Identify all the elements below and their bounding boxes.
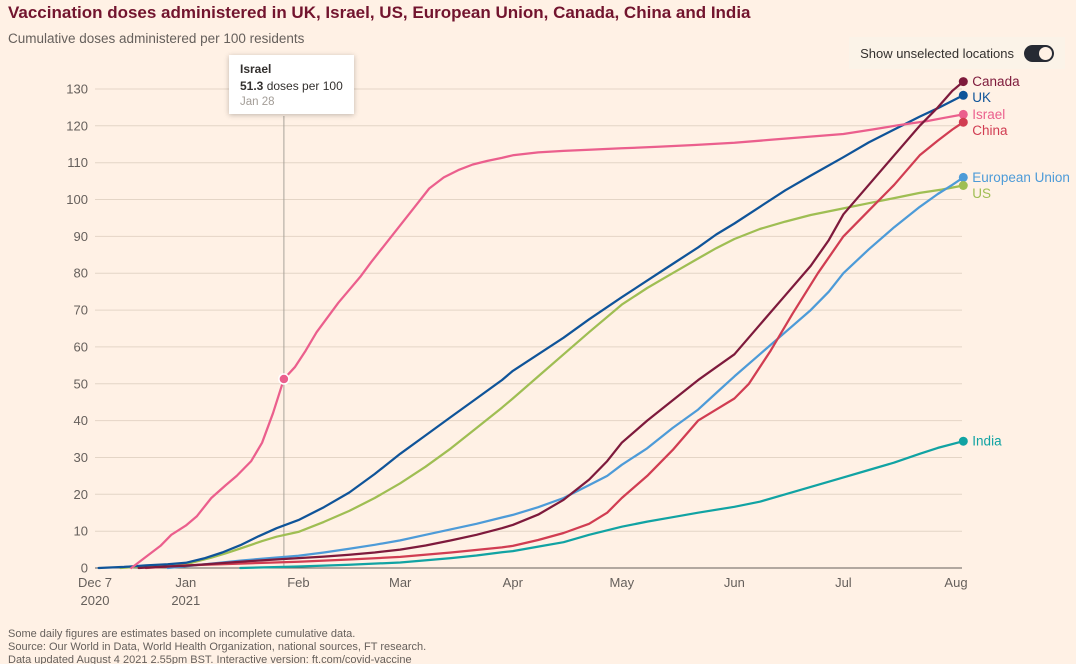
y-tick-label: 20 — [74, 487, 88, 502]
line-european-union[interactable] — [166, 176, 965, 570]
end-dot-india — [958, 436, 968, 446]
x-tick-label: Mar — [389, 575, 412, 590]
y-tick-label: 80 — [74, 266, 88, 281]
series-label-israel[interactable]: Israel — [972, 107, 1005, 122]
tooltip-value-suffix: doses per 100 — [263, 79, 343, 93]
toggle-knob — [1039, 46, 1052, 60]
end-dot-china — [958, 117, 968, 127]
x-tick-sublabel: 2021 — [171, 593, 200, 608]
annotation-dot — [278, 373, 290, 385]
y-tick-label: 40 — [74, 413, 88, 428]
y-tick-label: 0 — [81, 561, 88, 576]
chart-svg: 0 10 20 30 40 50 60 70 80 90 100 110 120 130 Dec 7 2020… — [66, 74, 1070, 608]
show-unselected-toggle[interactable]: Show unselected locations — [849, 37, 1065, 69]
x-tick-label: Jun — [724, 575, 745, 590]
footer-updated[interactable]: Data updated August 4 2021 2.55pm BST. I… — [8, 654, 412, 664]
line-china[interactable] — [144, 121, 965, 570]
line-canada[interactable] — [137, 80, 965, 570]
x-tick-label: Dec 7 — [78, 575, 112, 590]
end-dot-canada — [958, 77, 968, 87]
y-tick-label: 50 — [74, 376, 88, 391]
x-tick-label: May — [610, 575, 635, 590]
series-label-india[interactable]: India — [972, 434, 1002, 449]
y-tick-label: 30 — [74, 450, 88, 465]
series-label-european-union[interactable]: European Union — [972, 170, 1070, 185]
x-tick-label: Jul — [835, 575, 852, 590]
series-label-uk[interactable]: UK — [972, 90, 991, 105]
y-tick-label: 100 — [66, 192, 88, 207]
x-tick-label: Aug — [944, 575, 967, 590]
series-label-china[interactable]: China — [972, 123, 1008, 138]
y-tick-label: 70 — [74, 303, 88, 318]
end-dot-us — [958, 181, 968, 190]
series-label-canada[interactable]: Canada — [972, 74, 1020, 89]
line-uk[interactable] — [97, 94, 965, 570]
chart-subtitle: Cumulative doses administered per 100 re… — [8, 31, 305, 46]
tooltip-date: Jan 28 — [240, 96, 275, 108]
series-label-us[interactable]: US — [972, 186, 991, 201]
footer: Some daily figures are estimates based o… — [8, 628, 426, 664]
end-dot-uk — [958, 90, 968, 100]
x-tick-sublabel: 2020 — [81, 593, 110, 608]
tooltip-value-number: 51.3 — [240, 79, 264, 93]
y-tick-label: 60 — [74, 339, 88, 354]
toggle-switch-icon[interactable] — [1024, 44, 1054, 62]
y-tick-label: 110 — [67, 155, 88, 170]
y-tick-label: 90 — [74, 229, 88, 244]
tooltip: Israel 51.3 doses per 100 Jan 28 — [229, 55, 354, 114]
end-dot-european-union — [958, 172, 968, 182]
line-india[interactable] — [239, 440, 965, 570]
footer-source: Source: Our World in Data, World Health … — [8, 641, 427, 653]
tooltip-value: 51.3 doses per 100 — [240, 79, 343, 93]
y-tick-label: 130 — [66, 82, 88, 97]
tooltip-country: Israel — [240, 62, 272, 76]
end-dot-israel — [958, 109, 968, 119]
x-tick-label: Apr — [503, 575, 524, 590]
footer-note: Some daily figures are estimates based o… — [8, 628, 356, 640]
line-us[interactable] — [119, 184, 965, 570]
x-tick-label: Feb — [287, 575, 309, 590]
page-title: Vaccination doses administered in UK, Is… — [8, 3, 751, 22]
x-tick-label: Jan — [175, 575, 196, 590]
line-israel[interactable] — [130, 113, 965, 570]
y-tick-label: 10 — [74, 524, 88, 539]
y-tick-label: 120 — [66, 118, 88, 133]
toggle-label: Show unselected locations — [860, 45, 1014, 61]
